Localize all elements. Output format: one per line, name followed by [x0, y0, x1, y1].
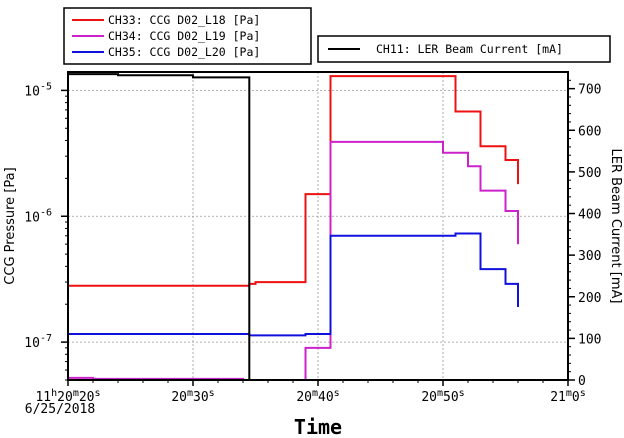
y-right-tick-label: 400	[578, 208, 601, 223]
x-tick-label-part: s	[95, 388, 101, 399]
y-left-tick-base: 10	[24, 84, 40, 99]
legend-label: CH11: LER Beam Current [mA]	[376, 42, 563, 56]
x-tick-label-part: m	[437, 388, 443, 399]
x-tick-label-part: m	[566, 388, 572, 399]
x-tick-label: 20m30s	[171, 388, 214, 405]
x-tick-label-part: h	[51, 388, 57, 399]
x-axis-label: Time	[294, 415, 342, 438]
y-left-tick-base: 10	[24, 210, 40, 225]
x-tick-label-part: 50	[443, 390, 459, 405]
legend-label: CH34: CCG D02_L19 [Pa]	[108, 29, 260, 43]
y-right-tick-label: 500	[578, 166, 601, 181]
y-right-tick-label: 700	[578, 83, 601, 98]
legend-pressure-box	[63, 7, 312, 65]
series-line	[68, 73, 568, 381]
y-axis-left-label: CCG Pressure [Pa]	[3, 167, 18, 284]
y-left-tick-exponent: -7	[40, 333, 52, 344]
x-tick-label-part: 0	[572, 390, 580, 405]
x-tick-label: 20m50s	[421, 388, 464, 405]
legend-current-box	[317, 35, 611, 63]
series-line	[68, 232, 519, 337]
x-tick-label-part: s	[580, 388, 586, 399]
y-axis-right-label: LER Beam Current [mA]	[608, 149, 623, 304]
legend-pressure: CH33: CCG D02_L18 [Pa] CH34: CCG D02_L19 …	[63, 7, 312, 65]
x-tick-label-part: 40	[318, 390, 334, 405]
x-tick-label-part: s	[209, 388, 215, 399]
legend-label: CH35: CCG D02_L20 [Pa]	[108, 45, 260, 59]
date-label: 6/25/2018	[25, 402, 95, 417]
x-tick-label-part: 20	[57, 390, 73, 405]
x-tick-label-part: 30	[193, 390, 209, 405]
x-tick-label-part: s	[459, 388, 465, 399]
x-tick-label-part: s	[334, 388, 340, 399]
x-tick-label-part: 20	[171, 390, 187, 405]
x-tick-label-part: 20	[79, 390, 95, 405]
x-tick-label-part: m	[312, 388, 318, 399]
x-tick-label: 20m40s	[296, 388, 339, 405]
axis-ticks	[61, 79, 575, 386]
y-right-tick-label: 0	[578, 374, 586, 389]
y-left-tick-base: 10	[24, 336, 40, 351]
y-right-tick-label: 100	[578, 332, 601, 347]
x-tick-label: 11h20m20s	[35, 388, 100, 405]
tick-labels: 11h20m20s 20m30s 20m40s 20m50s 21m0s10-710-6…	[24, 81, 601, 405]
y-left-tick-exponent: -5	[40, 81, 52, 92]
legend-current: CH11: LER Beam Current [mA]	[317, 35, 611, 63]
series-line	[68, 75, 519, 287]
x-tick-label-part: 11	[35, 390, 51, 405]
y-right-tick-label: 600	[578, 124, 601, 139]
series-line	[68, 140, 519, 381]
series-lines	[68, 73, 568, 381]
x-tick-label-part: m	[187, 388, 193, 399]
x-tick-label-part: 21	[550, 390, 566, 405]
x-tick-label-part: 20	[421, 390, 437, 405]
x-tick-label-part: 20	[296, 390, 312, 405]
y-left-tick-label: 10-6	[24, 207, 52, 225]
y-left-tick-label: 10-7	[24, 333, 52, 351]
x-tick-label-part: m	[73, 388, 79, 399]
y-right-tick-label: 200	[578, 291, 601, 306]
legend-label: CH33: CCG D02_L18 [Pa]	[108, 13, 260, 27]
y-left-tick-label: 10-5	[24, 81, 52, 99]
y-left-tick-exponent: -6	[40, 207, 52, 218]
x-tick-label: 21m0s	[550, 388, 586, 405]
y-right-tick-label: 300	[578, 249, 601, 264]
